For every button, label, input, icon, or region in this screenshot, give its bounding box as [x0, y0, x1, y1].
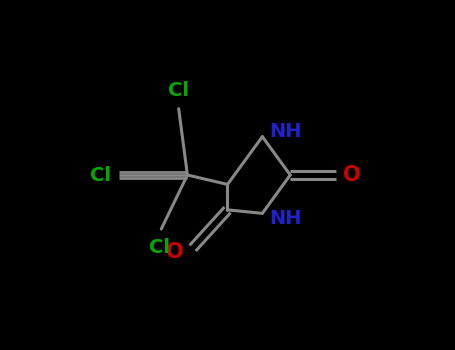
Text: NH: NH [269, 209, 302, 228]
Text: NH: NH [269, 122, 302, 141]
Text: O: O [166, 242, 184, 262]
Text: Cl: Cl [168, 81, 189, 100]
Text: O: O [343, 165, 360, 185]
Text: Cl: Cl [90, 166, 111, 184]
Text: Cl: Cl [149, 238, 170, 257]
